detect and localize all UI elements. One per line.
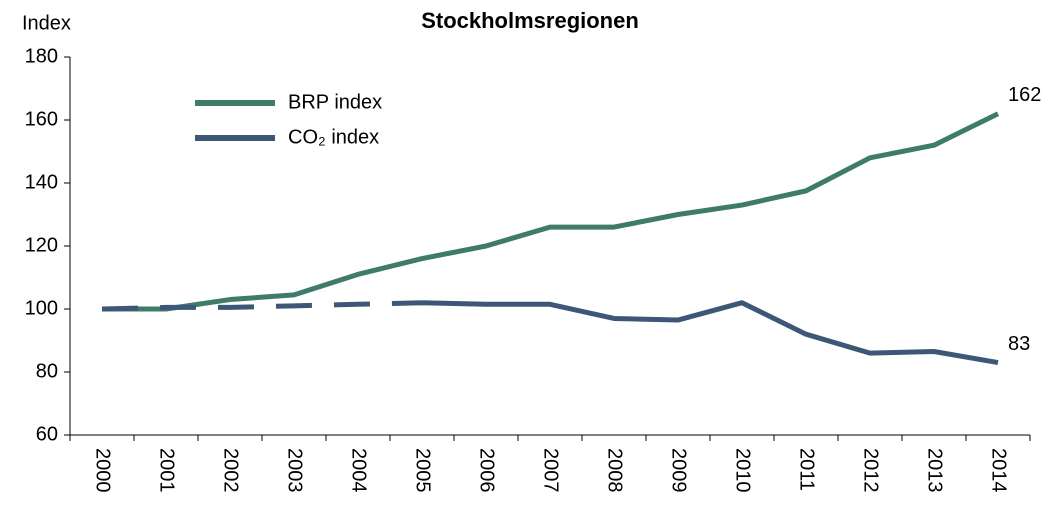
x-tick-label: 2004 [348,448,370,493]
legend-label: BRP index [288,91,382,113]
y-tick-label: 140 [25,171,58,193]
y-tick-label: 120 [25,234,58,256]
y-tick-label: 60 [36,423,58,445]
line-series [101,300,999,366]
end-label: 83 [1008,333,1030,355]
end-label: 162 [1008,84,1041,106]
x-tick-label: 2008 [604,448,626,493]
y-axis-label: Index [22,12,71,34]
x-tick-label: 2006 [476,448,498,493]
x-tick-label: 2014 [988,448,1010,493]
x-tick-label: 2007 [540,448,562,493]
x-tick-label: 2000 [92,448,114,493]
x-tick-label: 2001 [156,448,178,493]
x-tick-label: 2005 [412,448,434,493]
y-tick-label: 100 [25,297,58,319]
x-tick-label: 2003 [284,448,306,493]
y-tick-label: 180 [25,45,58,67]
x-tick-label: 2010 [732,448,754,493]
x-tick-label: 2002 [220,448,242,493]
y-tick-label: 80 [36,360,58,382]
y-tick-label: 160 [25,108,58,130]
x-tick-label: 2013 [924,448,946,493]
legend-label: CO₂ index [288,126,379,148]
x-tick-label: 2012 [860,448,882,493]
chart-title: Stockholmsregionen [421,8,639,33]
line-series [102,111,1000,312]
x-tick-label: 2009 [668,448,690,493]
x-tick-label: 2011 [796,448,818,491]
